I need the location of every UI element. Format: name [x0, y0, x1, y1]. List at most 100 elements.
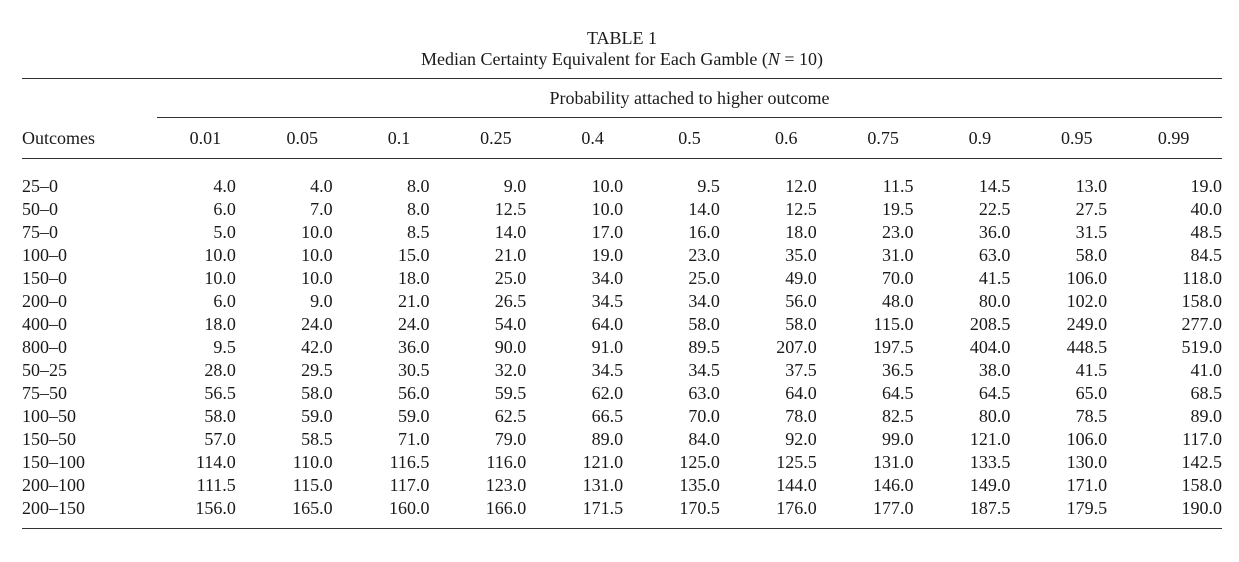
value-cell: 65.0 — [1075, 383, 1108, 403]
value-cell: 64.0 — [591, 314, 624, 334]
value-cell: 54.0 — [494, 314, 527, 334]
value-cell: 25.0 — [494, 268, 527, 288]
table-row: 75–0 5.0 10.0 8.5 14.0 17.0 16.0 18.0 23.0 36.0 31… — [22, 221, 1222, 244]
value-cell: 9.0 — [310, 291, 333, 311]
data-table: Outcomes 0.01 0.05 0.1 0.25 0.4 0.5 0.6 0.75 0.9… — [22, 118, 1222, 158]
value-cell: 41.0 — [1190, 360, 1223, 380]
value-cell: 41.5 — [978, 268, 1011, 288]
value-cell: 146.0 — [873, 475, 914, 495]
outcome-cell: 75–50 — [22, 383, 67, 403]
value-cell: 32.0 — [494, 360, 527, 380]
table-label: TABLE 1 — [586, 28, 658, 48]
value-cell: 59.0 — [301, 406, 333, 426]
value-cell: 90.0 — [494, 337, 527, 357]
body-spacer — [22, 159, 1222, 175]
value-cell: 8.5 — [406, 222, 430, 242]
value-cell: 70.0 — [688, 406, 720, 426]
value-cell: 59.0 — [397, 406, 430, 426]
value-cell: 38.0 — [978, 360, 1011, 380]
table-title-prefix: Median Certainty Equivalent for Each Gam… — [420, 49, 768, 69]
value-cell: 18.0 — [204, 314, 236, 334]
outcome-cell: 200–100 — [22, 475, 85, 495]
value-cell: 12.0 — [785, 176, 817, 196]
value-cell: 10.0 — [204, 268, 236, 288]
value-cell: 160.0 — [388, 498, 430, 518]
table-row: 75–50 56.5 58.0 56.0 59.5 62.0 63.0 64.0 64.5 64.… — [22, 382, 1222, 405]
value-cell: 58.0 — [785, 314, 817, 334]
value-cell: 24.0 — [397, 314, 430, 334]
probability-header: 0.95 — [1060, 127, 1093, 148]
value-cell: 64.0 — [785, 383, 817, 403]
value-cell: 80.0 — [978, 291, 1011, 311]
value-cell: 70.0 — [882, 268, 914, 288]
value-cell: 190.0 — [1181, 498, 1223, 518]
value-cell: 123.0 — [485, 475, 527, 495]
value-cell: 5.0 — [213, 222, 236, 242]
table-row: 200–0 6.0 9.0 21.0 26.5 34.5 34.0 56.0 48.0 80.0 1… — [22, 290, 1222, 313]
value-cell: 9.0 — [503, 176, 527, 196]
value-cell: 89.0 — [1190, 406, 1223, 426]
value-cell: 92.0 — [785, 429, 817, 449]
value-cell: 40.0 — [1190, 199, 1223, 219]
value-cell: 36.0 — [397, 337, 430, 357]
value-cell: 80.0 — [978, 406, 1011, 426]
value-cell: 149.0 — [969, 475, 1011, 495]
value-cell: 63.0 — [688, 383, 720, 403]
value-cell: 48.0 — [882, 291, 914, 311]
outcome-cell: 150–0 — [22, 268, 67, 288]
table-row: 200–100 111.5 115.0 117.0 123.0 131.0 135.0 144… — [22, 474, 1222, 497]
value-cell: 16.0 — [688, 222, 720, 242]
outcome-cell: 800–0 — [22, 337, 67, 357]
probability-header: 0.5 — [678, 127, 701, 148]
value-cell: 66.5 — [591, 406, 624, 426]
value-cell: 176.0 — [776, 498, 817, 518]
value-cell: 102.0 — [1066, 291, 1108, 311]
value-cell: 10.0 — [301, 245, 333, 265]
value-cell: 34.5 — [688, 360, 720, 380]
value-cell: 116.0 — [486, 452, 527, 472]
column-spanner: Probability attached to higher outcome — [549, 88, 830, 108]
probability-header: 0.4 — [581, 127, 604, 148]
value-cell: 131.0 — [873, 452, 914, 472]
value-cell: 4.0 — [213, 176, 236, 196]
value-cell: 89.0 — [591, 429, 624, 449]
value-cell: 15.0 — [397, 245, 430, 265]
table-row: 800–0 9.5 42.0 36.0 90.0 91.0 89.5 207.0 197.5 40… — [22, 336, 1222, 359]
outcome-cell: 200–150 — [22, 498, 85, 518]
spanner-rule — [157, 117, 1222, 118]
value-cell: 10.0 — [591, 199, 624, 219]
outcome-cell: 75–0 — [22, 222, 58, 242]
value-cell: 41.5 — [1075, 360, 1108, 380]
value-cell: 26.5 — [494, 291, 527, 311]
probability-header: 0.75 — [867, 127, 899, 148]
value-cell: 171.0 — [1066, 475, 1108, 495]
value-cell: 71.0 — [397, 429, 430, 449]
value-cell: 34.0 — [688, 291, 720, 311]
value-cell: 14.5 — [978, 176, 1011, 196]
value-cell: 58.0 — [204, 406, 236, 426]
value-cell: 19.0 — [1190, 176, 1223, 196]
value-cell: 56.0 — [785, 291, 817, 311]
value-cell: 4.0 — [310, 176, 333, 196]
value-cell: 34.5 — [591, 291, 624, 311]
value-cell: 23.0 — [688, 245, 720, 265]
table-row: 400–0 18.0 24.0 24.0 54.0 64.0 58.0 58.0 115.0 20… — [22, 313, 1222, 336]
value-cell: 42.0 — [301, 337, 333, 357]
value-cell: 142.5 — [1181, 452, 1223, 472]
value-cell: 118.0 — [1182, 268, 1222, 288]
value-cell: 17.0 — [591, 222, 624, 242]
value-cell: 64.5 — [882, 383, 914, 403]
outcome-cell: 25–0 — [22, 176, 58, 196]
value-cell: 448.5 — [1066, 337, 1108, 357]
value-cell: 12.5 — [785, 199, 817, 219]
value-cell: 58.5 — [301, 429, 333, 449]
table-row: 100–50 58.0 59.0 59.0 62.5 66.5 70.0 78.0 82.5 80… — [22, 405, 1222, 428]
outcome-cell: 100–50 — [22, 406, 76, 426]
value-cell: 49.0 — [785, 268, 817, 288]
value-cell: 8.0 — [406, 176, 430, 196]
value-cell: 156.0 — [195, 498, 236, 518]
value-cell: 114.0 — [195, 452, 236, 472]
value-cell: 18.0 — [785, 222, 817, 242]
probability-header: 0.25 — [480, 127, 512, 148]
value-cell: 14.0 — [494, 222, 527, 242]
